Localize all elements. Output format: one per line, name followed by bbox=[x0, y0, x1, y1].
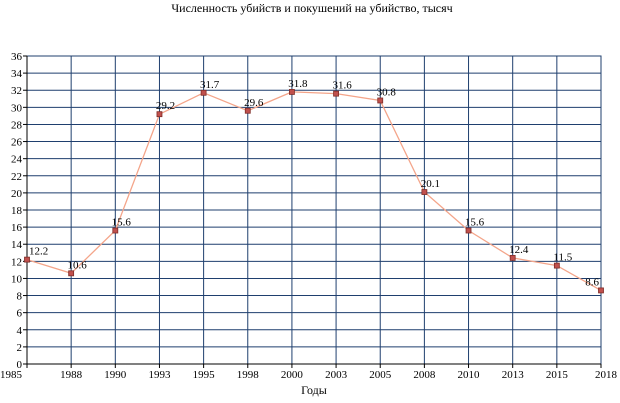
data-label: 15.6 bbox=[112, 217, 132, 229]
data-point bbox=[156, 111, 163, 118]
y-tick-label: 8 bbox=[17, 291, 23, 303]
y-tick-label: 32 bbox=[11, 85, 22, 97]
x-axis-title: Годы bbox=[301, 383, 327, 397]
data-point bbox=[112, 227, 119, 234]
data-point bbox=[465, 227, 472, 234]
grid bbox=[26, 55, 602, 365]
y-tick-label: 18 bbox=[11, 205, 23, 217]
x-tick-label: 1990 bbox=[104, 369, 127, 381]
y-tick-label: 10 bbox=[11, 273, 23, 285]
data-label: 12.4 bbox=[509, 244, 529, 256]
y-tick-label: 12 bbox=[11, 256, 22, 268]
x-tick-label: 2013 bbox=[502, 369, 525, 381]
y-tick-label: 36 bbox=[11, 51, 23, 63]
data-label: 15.6 bbox=[465, 217, 485, 229]
y-tick-label: 14 bbox=[11, 239, 23, 251]
chart-title: Численность убийств и покушений на убийс… bbox=[171, 1, 452, 15]
data-point bbox=[244, 107, 251, 114]
x-axis: 1985 1988 1990 1993 1995 1998 2000 2003 2005 2008… bbox=[0, 363, 618, 381]
y-tick-label: 26 bbox=[11, 137, 23, 149]
data-point bbox=[289, 89, 295, 95]
y-tick-label: 24 bbox=[11, 154, 23, 166]
data-point bbox=[421, 189, 428, 195]
x-tick-label: 1995 bbox=[193, 369, 216, 381]
data-point bbox=[553, 262, 560, 269]
x-tick-label: 2010 bbox=[458, 369, 481, 381]
data-label: 31.6 bbox=[332, 80, 352, 92]
x-tick-label: 2018 bbox=[595, 369, 618, 381]
x-tick-label: 2008 bbox=[413, 369, 436, 381]
data-label: 29.6 bbox=[244, 97, 264, 109]
data-point bbox=[24, 256, 30, 263]
data-label: 31.8 bbox=[288, 78, 308, 90]
data-label: 10.6 bbox=[68, 259, 88, 271]
y-tick-label: 6 bbox=[17, 308, 23, 320]
data-labels: 12.2 10.6 15.6 29.2 31.7 29.6 31.8 31.6 30.8 20.1… bbox=[29, 78, 600, 288]
x-tick-label: 1988 bbox=[60, 369, 83, 381]
y-tick-label: 30 bbox=[11, 102, 23, 114]
data-label: 29.2 bbox=[156, 100, 175, 112]
data-point bbox=[333, 90, 339, 97]
x-tick-label: 2005 bbox=[369, 369, 392, 381]
series-line bbox=[26, 91, 602, 291]
data-point bbox=[200, 89, 207, 96]
x-tick-label: 2003 bbox=[325, 369, 348, 381]
data-point bbox=[509, 255, 516, 261]
y-tick-label: 34 bbox=[11, 68, 23, 80]
data-point bbox=[377, 97, 384, 104]
data-label: 31.7 bbox=[200, 79, 220, 91]
data-point bbox=[68, 270, 75, 277]
y-tick-label: 2 bbox=[17, 342, 23, 354]
x-tick-label: 1993 bbox=[148, 369, 171, 381]
data-label: 20.1 bbox=[421, 178, 440, 190]
y-tick-label: 22 bbox=[11, 171, 22, 183]
y-tick-label: 4 bbox=[17, 325, 23, 337]
x-tick-label: 2000 bbox=[281, 369, 304, 381]
series-line-group bbox=[24, 89, 604, 294]
y-tick-label: 28 bbox=[11, 119, 23, 131]
y-tick-label: 20 bbox=[11, 188, 23, 200]
y-tick-label: 16 bbox=[11, 222, 23, 234]
data-label: 12.2 bbox=[29, 246, 48, 258]
x-tick-label: 1998 bbox=[237, 369, 260, 381]
x-tick-label: 1985 bbox=[0, 369, 23, 381]
data-label: 11.5 bbox=[553, 252, 572, 264]
y-tick-label: 0 bbox=[17, 359, 23, 371]
data-point bbox=[598, 287, 604, 294]
data-label: 8.6 bbox=[585, 276, 599, 288]
x-tick-label: 2015 bbox=[546, 369, 569, 381]
data-label: 30.8 bbox=[377, 86, 397, 98]
